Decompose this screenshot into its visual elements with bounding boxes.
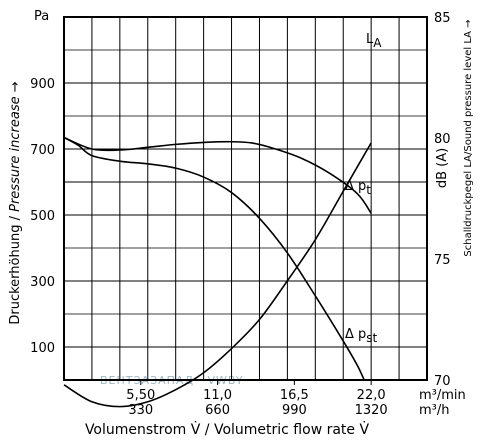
plot-frame [63,16,428,381]
series-label-delta-pst: Δ pst [345,327,378,345]
left-axis-label-sep: / [8,212,23,225]
curve-la [63,142,372,408]
left-tick-label: 100 [30,341,55,356]
series-label-sub: st [366,331,377,345]
series-label-delta-pt: Δ pt [345,179,371,197]
curve-delta-pt [63,136,372,214]
left-axis-unit: Pa [34,9,49,24]
right-tick-label: 70 [434,374,451,389]
right-axis-label: Schalldruckpegel LA/Sound pressure level… [463,19,474,256]
series-label-sub: t [366,183,371,197]
x-tick-label-m3min: 16,5 [280,388,309,403]
series-label-main: L [366,32,374,47]
left-axis-label: Druckerhöhung / Pressure increase → [8,81,23,324]
x-tick-label-m3h: 330 [128,403,153,418]
series-label-la: LA [366,32,382,50]
curve-delta-pst [63,136,365,381]
left-tick-label: 700 [30,143,55,158]
x-tick-label-m3h: 660 [205,403,230,418]
x-tick-label-m3h: 990 [282,403,307,418]
right-tick-label: 80 [434,132,451,147]
x-axis-unit-m3h: m³/h [419,403,450,418]
right-tick-label: 75 [434,253,451,268]
left-tick-label: 300 [30,275,55,290]
x-tick-label-m3min: 11,0 [203,388,232,403]
series-label-main: Δ p [345,179,366,194]
x-tick-label-m3min: 22,0 [357,388,386,403]
right-axis-unit: dB (A) [435,148,450,188]
left-tick-label: 500 [30,209,55,224]
left-axis-label-en: Pressure increase → [8,81,23,212]
x-tick-label-m3h: 1320 [355,403,388,418]
x-tick-label-m3min: 5,50 [126,388,155,403]
x-axis-unit-m3min: m³/min [419,388,466,403]
right-tick-label: 85 [434,11,451,26]
grid-lines [64,17,427,380]
left-tick-label: 900 [30,77,55,92]
series-label-main: Δ p [345,327,366,342]
left-axis-label-de: Druckerhöhung [8,225,23,325]
series-label-sub: A [373,36,382,50]
x-axis-label: Volumenstrom V̇ / Volumetric flow rate V… [85,421,370,438]
